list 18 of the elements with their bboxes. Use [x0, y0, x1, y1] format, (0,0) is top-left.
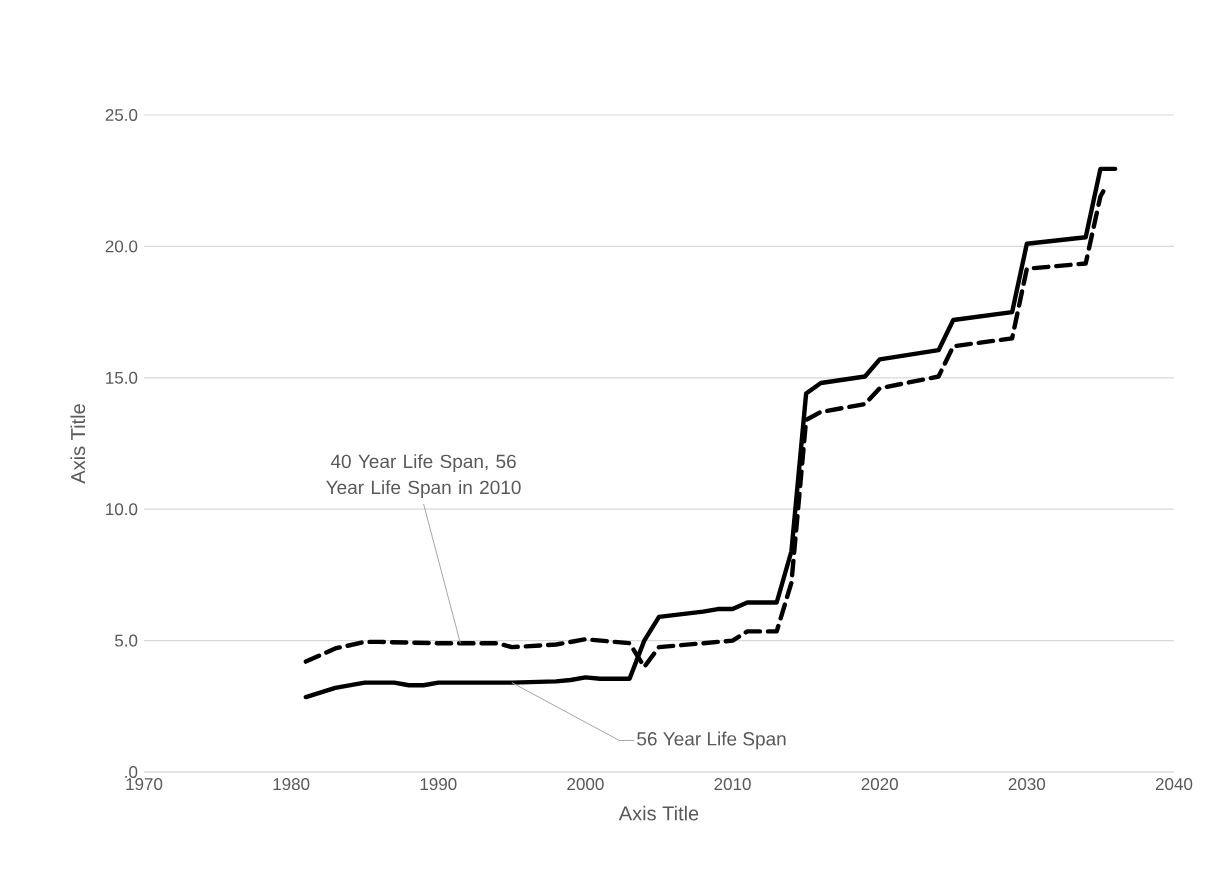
y-axis-title: Axis Title: [70, 404, 86, 484]
x-tick-label: 1990: [420, 778, 457, 791]
x-tick-label: 2020: [861, 778, 898, 791]
y-tick-label: 25.0: [105, 108, 138, 122]
x-tick-label: 2040: [1155, 778, 1193, 791]
x-axis-title: Axis Title: [618, 805, 699, 821]
x-tick-label: 1980: [273, 778, 310, 791]
annotation: 40 Year Life Span, 56 Year Life Span in 2010: [326, 454, 521, 498]
y-tick-label: 5.0: [115, 634, 138, 647]
y-tick-label: .0: [125, 765, 138, 778]
x-tick-label: 2000: [567, 778, 604, 791]
y-tick-label: 15.0: [106, 371, 138, 384]
y-tick-label: 10.0: [106, 503, 138, 516]
x-tick-label: 1970: [126, 778, 163, 791]
x-tick-label: 2030: [1008, 778, 1046, 791]
y-tick-label: 20.0: [105, 240, 138, 253]
annotation: 56 Year Life Span: [637, 731, 786, 750]
x-tick-label: 2010: [714, 778, 751, 791]
